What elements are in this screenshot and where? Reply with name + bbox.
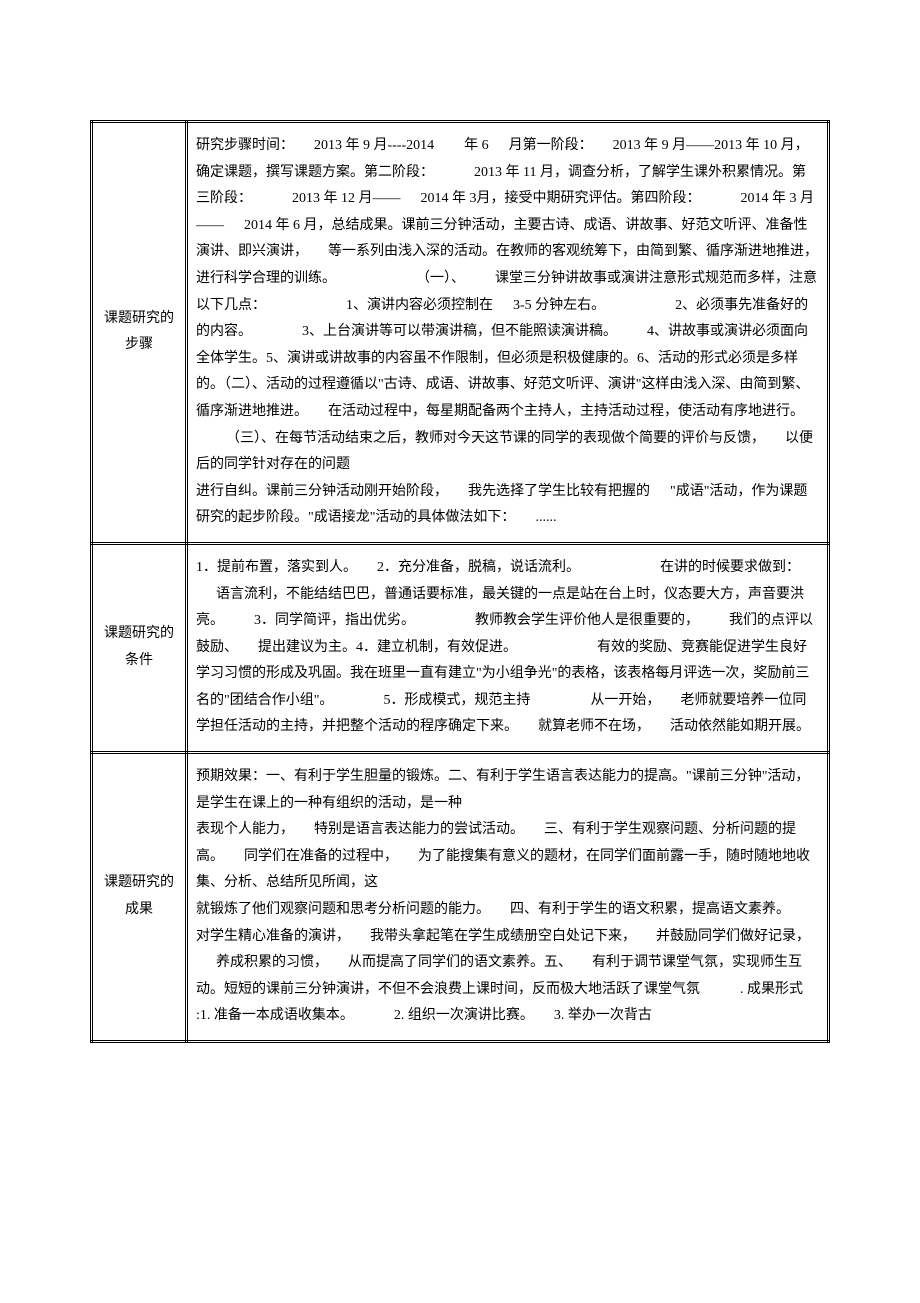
label-text: 课题研究的 (99, 621, 179, 648)
label-text: 条件 (99, 648, 179, 675)
table-row: 课题研究的 成果 预期效果：一、有利于学生胆量的锻炼。二、有利于学生语言表达能力… (92, 753, 829, 1042)
row-label-results: 课题研究的 成果 (92, 753, 187, 1042)
label-text: 成果 (99, 897, 179, 924)
row-label-conditions: 课题研究的 条件 (92, 543, 187, 752)
table-body: 课题研究的 步骤 研究步骤时间：2013 年 9 月----2014年 6月第一… (92, 122, 829, 1042)
table-row: 课题研究的 条件 1．提前布置，落实到人。2．充分准备，脱稿，说话流利。在讲的时… (92, 543, 829, 752)
row-content-results: 预期效果：一、有利于学生胆量的锻炼。二、有利于学生语言表达能力的提高。"课前三分… (187, 753, 829, 1042)
label-text: 课题研究的 (99, 306, 179, 333)
table-row: 课题研究的 步骤 研究步骤时间：2013 年 9 月----2014年 6月第一… (92, 122, 829, 544)
row-content-conditions: 1．提前布置，落实到人。2．充分准备，脱稿，说话流利。在讲的时候要求做到：语言流… (187, 543, 829, 752)
row-content-steps: 研究步骤时间：2013 年 9 月----2014年 6月第一阶段：2013 年… (187, 122, 829, 544)
label-text: 课题研究的 (99, 870, 179, 897)
label-text: 步骤 (99, 332, 179, 359)
row-label-steps: 课题研究的 步骤 (92, 122, 187, 544)
document-table: 课题研究的 步骤 研究步骤时间：2013 年 9 月----2014年 6月第一… (90, 120, 830, 1043)
